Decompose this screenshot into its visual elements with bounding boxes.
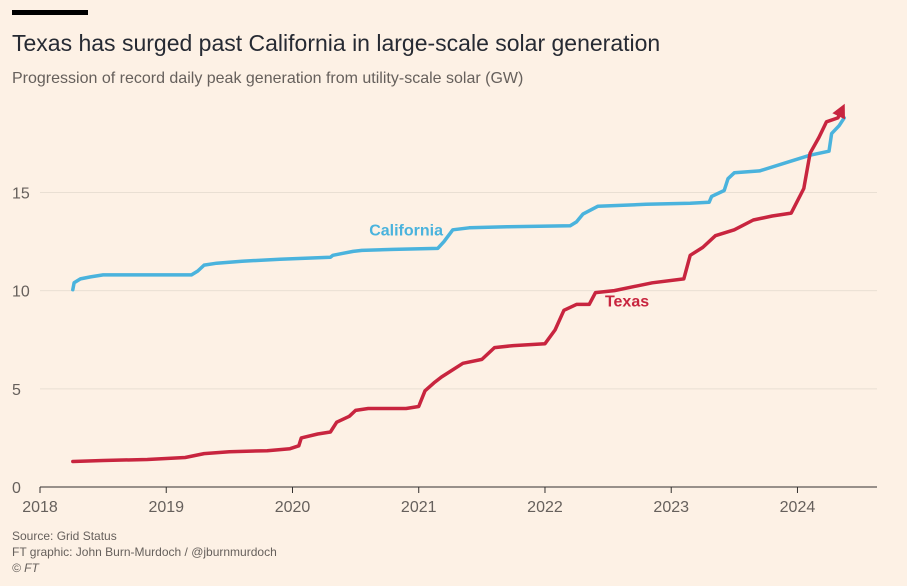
x-tick-label-2021: 2021 [401,499,437,516]
copyright-note: © FT [12,561,39,575]
chart-subtitle: Progression of record daily peak generat… [12,70,524,87]
ft-brand-bar [12,10,88,15]
x-tick-label-2024: 2024 [780,499,816,516]
x-tick-label-2023: 2023 [653,499,689,516]
graphic-credit: FT graphic: John Burn-Murdoch / @jburnmu… [12,545,277,559]
california-series-line [71,116,846,292]
y-tick-label-15: 15 [12,185,30,202]
x-tick-label-2018: 2018 [22,499,58,516]
x-tick-label-2022: 2022 [527,499,563,516]
chart-title: Texas has surged past California in larg… [12,30,661,56]
california-series-label: California [369,223,443,240]
x-tick-label-2019: 2019 [148,499,184,516]
y-tick-label-5: 5 [12,382,21,399]
y-tick-label-0: 0 [12,480,21,497]
chart-footer: Source: Grid Status FT graphic: John Bur… [12,528,277,576]
source-note: Source: Grid Status [12,529,117,543]
x-tick-label-2020: 2020 [275,499,311,516]
y-tick-label-10: 10 [12,284,30,301]
texas-series-label: Texas [605,293,649,310]
texas-series-line [71,103,845,464]
